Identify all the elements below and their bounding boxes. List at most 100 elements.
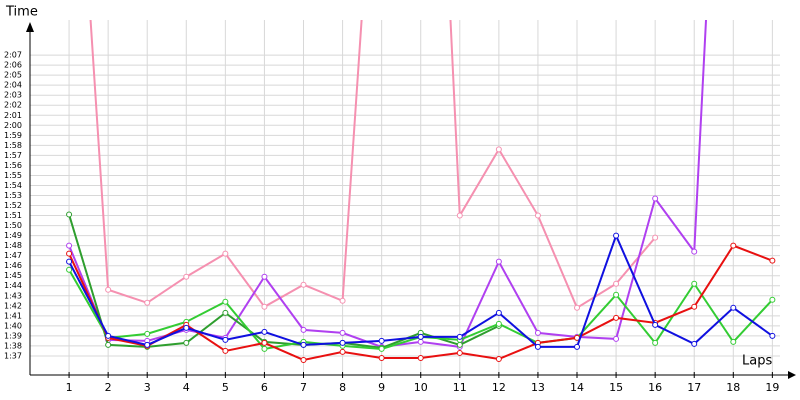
point — [66, 211, 73, 218]
point — [261, 273, 268, 280]
point — [495, 355, 502, 362]
point — [261, 339, 268, 346]
point — [730, 338, 737, 345]
y-tick-label: 2:03 — [4, 91, 22, 100]
point — [183, 324, 190, 331]
point — [769, 257, 776, 264]
y-tick-label: 1:43 — [4, 291, 22, 300]
y-tick-label: 2:00 — [4, 121, 22, 130]
y-tick-label: 1:51 — [4, 211, 22, 220]
y-tick-label: 1:46 — [4, 261, 22, 270]
point — [378, 354, 385, 361]
y-tick-label: 1:45 — [4, 271, 22, 280]
point — [574, 343, 581, 350]
x-tick-label: 4 — [183, 381, 190, 394]
point — [222, 250, 229, 257]
point — [417, 338, 424, 345]
point — [613, 280, 620, 287]
point — [456, 212, 463, 219]
point — [300, 326, 307, 333]
y-tick-label: 1:49 — [4, 231, 22, 240]
x-tick-label: 2 — [105, 381, 112, 394]
point — [769, 296, 776, 303]
point — [222, 336, 229, 343]
point — [574, 304, 581, 311]
y-tick-label: 2:06 — [4, 61, 22, 70]
point — [183, 273, 190, 280]
y-arrow — [26, 22, 34, 32]
x-tick-label: 13 — [531, 381, 545, 394]
point — [222, 309, 229, 316]
x-tick-label: 11 — [453, 381, 467, 394]
point — [456, 349, 463, 356]
point — [534, 212, 541, 219]
x-tick-label: 14 — [570, 381, 584, 394]
x-tick-label: 1 — [66, 381, 73, 394]
y-tick-label: 2:02 — [4, 101, 22, 110]
x-tick-label: 15 — [609, 381, 623, 394]
x-tick-label: 9 — [378, 381, 385, 394]
point — [495, 320, 502, 327]
point — [495, 146, 502, 153]
point — [144, 299, 151, 306]
y-tick-label: 2:07 — [4, 51, 22, 60]
point — [769, 332, 776, 339]
point — [456, 333, 463, 340]
x-tick-label: 17 — [687, 381, 701, 394]
point — [183, 339, 190, 346]
point — [613, 335, 620, 342]
point — [66, 242, 73, 249]
x-tick-label: 7 — [300, 381, 307, 394]
y-tick-label: 1:58 — [4, 141, 22, 150]
y-tick-label: 1:37 — [4, 351, 22, 360]
point — [144, 341, 151, 348]
point — [691, 280, 698, 287]
point — [652, 195, 659, 202]
y-tick-label: 1:47 — [4, 251, 22, 260]
point — [300, 356, 307, 363]
point — [456, 341, 463, 348]
point — [613, 291, 620, 298]
x-tick-label: 10 — [414, 381, 428, 394]
y-tick-label: 1:59 — [4, 131, 22, 140]
point — [66, 250, 73, 257]
plot-area — [66, 20, 776, 363]
point — [730, 242, 737, 249]
point — [378, 337, 385, 344]
point — [417, 333, 424, 340]
series-line — [89, 20, 656, 310]
point — [613, 232, 620, 239]
x-tick-label: 8 — [339, 381, 346, 394]
series-line — [68, 20, 708, 349]
point — [261, 328, 268, 335]
y-tick-label: 2:05 — [4, 71, 22, 80]
point — [339, 339, 346, 346]
y-tick-label: 1:48 — [4, 241, 22, 250]
point — [222, 347, 229, 354]
y-tick-label: 1:41 — [4, 311, 22, 320]
y-tick-label: 2:01 — [4, 111, 22, 120]
y-tick-label: 1:55 — [4, 171, 22, 180]
point — [66, 266, 73, 273]
y-tick-label: 1:53 — [4, 191, 22, 200]
point — [105, 341, 112, 348]
point — [691, 303, 698, 310]
y-tick-label: 1:44 — [4, 281, 22, 290]
y-tick-label: 1:56 — [4, 161, 22, 170]
x-tick-label: 5 — [222, 381, 229, 394]
x-axis-label: Laps — [742, 354, 772, 369]
x-tick-label: 3 — [144, 381, 151, 394]
point — [652, 234, 659, 241]
point — [378, 345, 385, 352]
x-tick-label: 6 — [261, 381, 268, 394]
point — [339, 329, 346, 336]
y-axis-label: Time — [5, 5, 38, 20]
x-tick-label: 19 — [765, 381, 779, 394]
point — [691, 248, 698, 255]
point — [339, 297, 346, 304]
point — [105, 286, 112, 293]
x-tick-label: 18 — [726, 381, 740, 394]
y-tick-label: 1:42 — [4, 301, 22, 310]
